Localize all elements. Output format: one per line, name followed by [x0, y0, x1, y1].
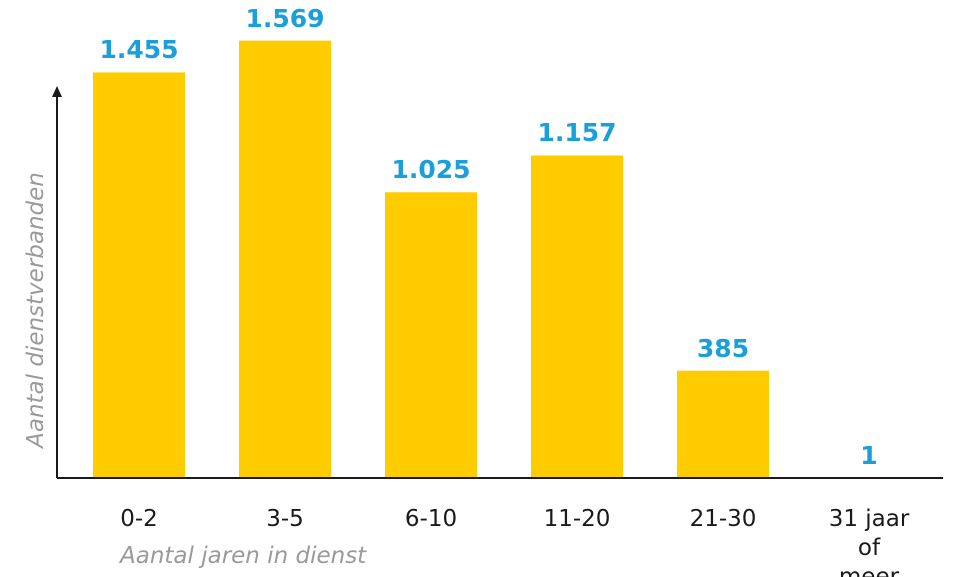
value-label: 1.455 — [99, 35, 179, 65]
bar — [385, 192, 477, 478]
x-tick-label: 0-2 — [120, 506, 158, 532]
bar — [531, 155, 623, 478]
x-axis-title: Aantal jaren in dienst — [120, 543, 367, 569]
y-axis-arrow — [52, 86, 62, 97]
x-tick-label: 3-5 — [266, 506, 304, 532]
x-tick-label: 6-10 — [404, 506, 458, 532]
x-tick-label: 31 jaar of meer — [828, 506, 910, 577]
y-axis-title: Aantal dienstverbanden — [23, 172, 49, 448]
bar — [93, 72, 185, 478]
value-label: 385 — [696, 333, 750, 363]
value-label: 1 — [860, 440, 878, 470]
x-tick-label: 21-30 — [689, 506, 757, 532]
bar — [239, 40, 331, 479]
value-label: 1.157 — [537, 118, 617, 148]
bar — [677, 370, 769, 478]
value-label: 1.025 — [391, 155, 471, 185]
value-label: 1.569 — [245, 3, 325, 33]
x-tick-label: 11-20 — [543, 506, 611, 532]
